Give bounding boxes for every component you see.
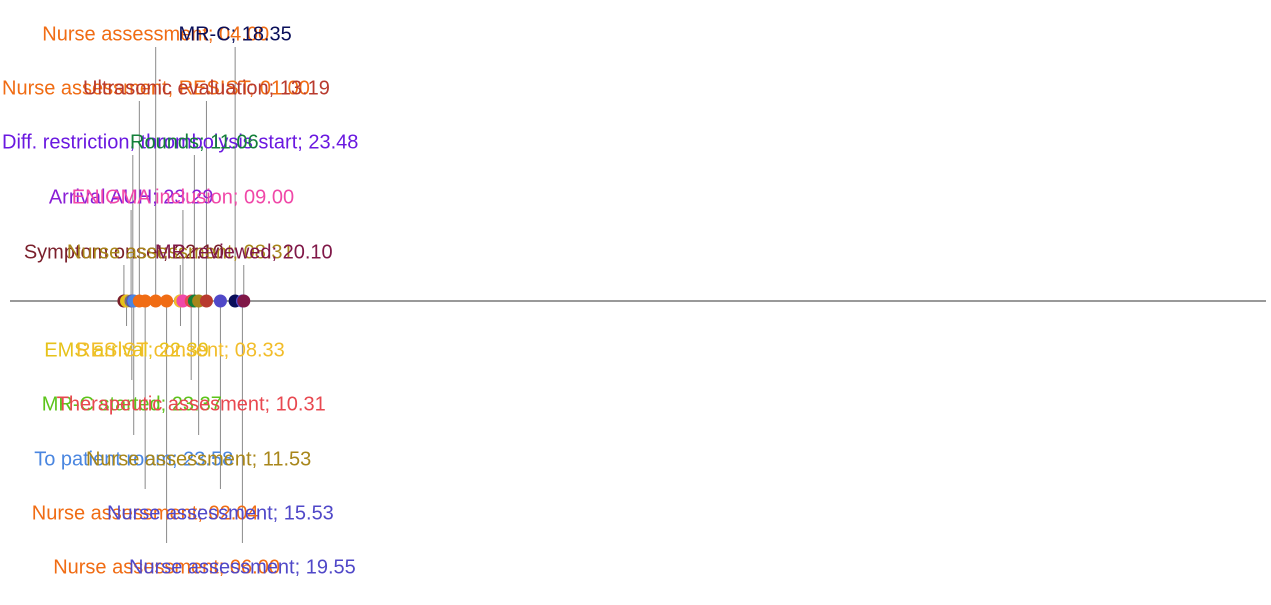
label-symptom-onset: Symptom onset; 22.10 [24,241,224,263]
label-mr-c-started: MR-C started; 23.37 [42,393,222,415]
label-ems-arrival: EMS arrival; 22.39 [44,339,209,361]
label-nurse-assessment: Nurse assessment; 15.53 [107,502,334,524]
label-resist-consent: RESIST consent; 08.33 [76,339,285,361]
labels-layer: Symptom onset; 22.10 EMS arrival; 22.39 Ar… [2,23,358,578]
label-nurse-assessment: Nurse assessment; 11.53 [86,448,311,470]
point-nurse-assessment [160,294,174,308]
points-layer [117,294,251,308]
point-mr-reviewed [237,294,251,308]
label-nurse-assessment: Nurse assessment; 06.00 [53,556,280,578]
point-ultrasonic-evaluation [199,294,213,308]
label-to-patient-room: To patient room; 23.58 [34,448,233,470]
label-diff-restriction-thrombolysis-start: Diff. restriction, thrombolysis start; 2… [2,131,358,153]
point-nurse-assessment [149,294,163,308]
label-therapeutic-assesment: Therapeutic assesment; 10.31 [57,393,326,415]
label-nurse-assessment: Nurse assessment; 02.04 [32,502,259,524]
point-nurse-assessment [213,294,227,308]
point-nurse-assessment [138,294,152,308]
label-mr-reviewed: MR reviewed; 20.10 [155,241,333,263]
label-enigma-inclusion: ENIGMA inclusion; 09.00 [72,186,294,208]
label-nurse-assessment: Nurse assessment; 19.55 [129,556,356,578]
label-nurse-assessment: Nurse assessment; 08.31 [67,241,294,263]
label-ultrasonic-evaluation: Ultrasonic evaluation; 13.19 [83,77,330,99]
label-nurse-assessment-resist: Nurse assessment, RESIST; 01.00 [2,77,310,99]
label-mr-c: MR-C; 18.35 [178,23,291,45]
label-nurse-assessment: Nurse assessment; 04.00 [42,23,269,45]
label-rounds: Rounds; 11.06 [130,131,259,153]
label-arrival-auh: Arrival AUH; 23.29 [49,186,214,208]
